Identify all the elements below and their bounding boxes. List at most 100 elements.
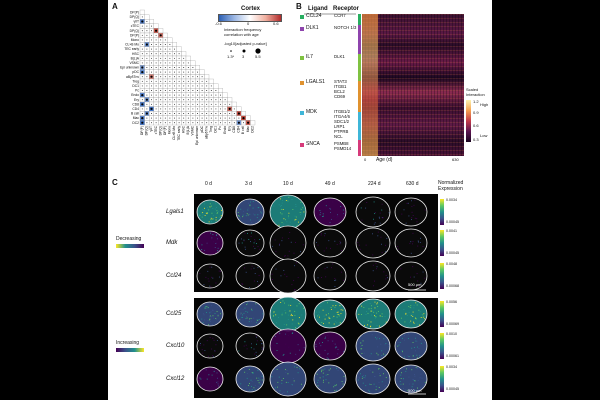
expression-spot (249, 205, 251, 207)
expression-spot (360, 342, 362, 344)
expression-spot (248, 368, 250, 370)
significance-dot (160, 103, 162, 105)
expression-spot (332, 340, 334, 342)
significance-dot (197, 90, 198, 91)
expression-spot (411, 217, 413, 219)
expression-spot (273, 311, 275, 313)
expression-spot (274, 336, 276, 337)
expression-spot (374, 316, 376, 317)
col-label: DP(P) (140, 126, 144, 135)
expression-min: 0.00061 (446, 354, 459, 358)
significance-dot (151, 48, 152, 50)
expression-spot (376, 337, 378, 339)
significance-dot (151, 39, 152, 41)
significance-dot (210, 99, 212, 101)
expression-spot (332, 343, 334, 345)
expression-spot (254, 239, 256, 240)
expression-spot (288, 196, 290, 198)
expression-spot (285, 369, 287, 371)
row-label: Mono (131, 38, 139, 42)
significance-dot (141, 48, 143, 50)
expression-spot (205, 307, 207, 309)
expression-spot (211, 324, 213, 326)
tissue-outline (196, 263, 224, 289)
significance-dot (174, 67, 175, 68)
expression-spot (238, 215, 240, 217)
significance-dot (151, 44, 152, 45)
expression-spot (246, 377, 248, 379)
significance-dot (220, 103, 221, 105)
expression-spot (321, 276, 322, 278)
expression-spot (418, 324, 420, 326)
significance-dot (151, 85, 152, 87)
expression-spot (205, 306, 206, 307)
expression-spot (254, 385, 256, 386)
expression-spot (416, 304, 418, 306)
significance-dot (224, 117, 226, 119)
expression-spot (253, 280, 255, 282)
expression-spot (361, 219, 363, 221)
expression-spot (365, 385, 367, 387)
expression-spot (285, 200, 287, 201)
expression-spot (210, 220, 212, 222)
expression-spot (422, 314, 424, 316)
expression-spot (211, 218, 213, 220)
significance-dot (164, 39, 166, 41)
expression-spot (369, 326, 371, 328)
significance-dot (164, 99, 166, 101)
significance-dot (160, 99, 162, 101)
receptor-name: NCL (334, 134, 343, 139)
expression-spot (218, 270, 220, 272)
expression-spot (374, 315, 376, 316)
significance-dot (174, 76, 175, 78)
significance-dot (187, 113, 189, 114)
significance-dot (155, 99, 157, 101)
expression-spot (211, 374, 213, 376)
significance-dot (233, 108, 235, 110)
row-label: DP(Q) (130, 15, 139, 19)
expression-spot (414, 389, 416, 391)
significance-dot (210, 122, 212, 124)
gene-name: Mdk (166, 240, 178, 246)
size-legend-title: -log10[adjusted p-value] (224, 41, 267, 46)
tissue-section (394, 299, 428, 329)
expression-spot (215, 243, 217, 244)
significance-dot (237, 121, 240, 124)
expression-spot (337, 353, 339, 355)
significance-dot (178, 71, 180, 73)
significance-dot (146, 71, 148, 73)
significance-dot (141, 71, 144, 74)
gene-name: Cxcl10 (166, 343, 185, 349)
expression-spot (303, 347, 305, 349)
significance-dot (174, 90, 175, 91)
expression-spot (414, 374, 415, 375)
expression-spot (374, 222, 376, 224)
expression-spot (336, 243, 338, 245)
expression-spot (289, 221, 291, 223)
expression-spot (282, 378, 284, 380)
expression-spot (279, 205, 281, 207)
expression-spot (283, 353, 285, 355)
significance-dot (141, 20, 144, 23)
expression-spot (399, 341, 401, 343)
expression-spot (413, 322, 415, 324)
expression-spot (203, 236, 205, 238)
significance-dot (169, 76, 171, 78)
expression-spot (405, 370, 407, 372)
col-label: Mac (246, 126, 250, 133)
expression-max: 0.0056 (446, 300, 457, 304)
expression-spot (246, 302, 248, 304)
expression-spot (216, 207, 217, 208)
expression-spot (244, 341, 246, 343)
expression-spot (282, 209, 284, 210)
col-label: Endo (223, 126, 227, 134)
expression-spot (370, 353, 372, 355)
ligand-swatch (300, 56, 304, 60)
tissue-section (196, 263, 224, 289)
expression-spot (204, 203, 206, 205)
significance-dot (164, 117, 166, 119)
expression-spot (414, 380, 416, 382)
expression-spot (274, 345, 276, 347)
significance-dot (155, 71, 157, 73)
expression-spot (287, 391, 288, 393)
